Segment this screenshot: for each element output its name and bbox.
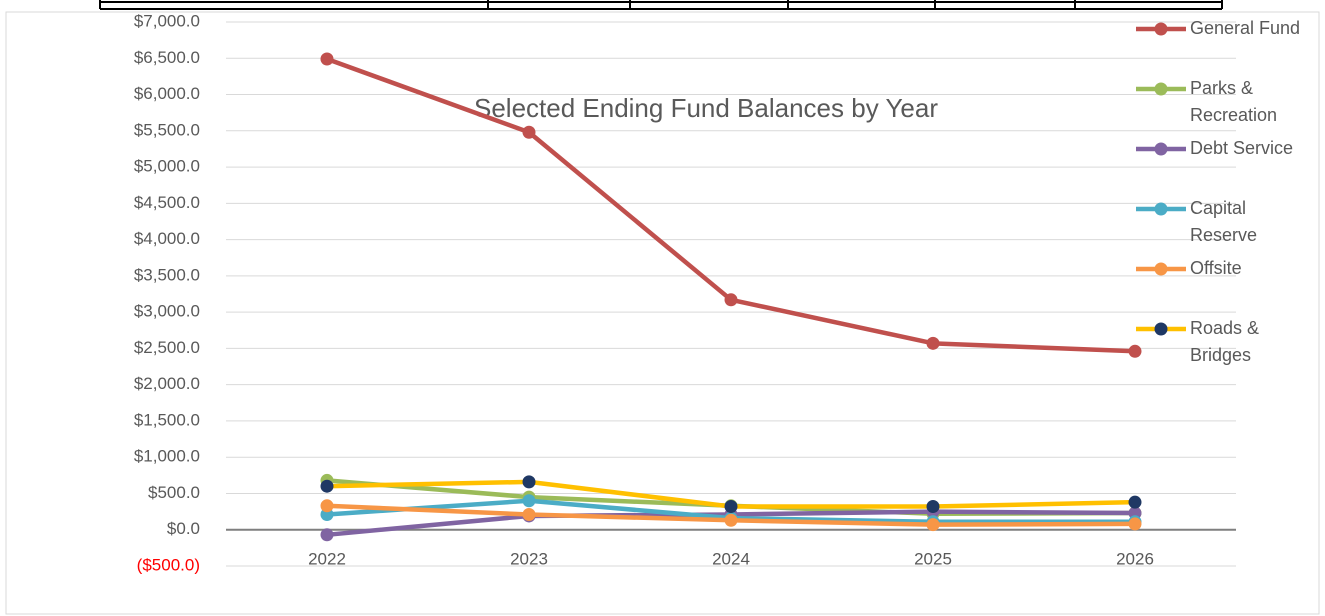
y-tick-label: $500.0: [148, 483, 200, 502]
x-tick-label: 2024: [712, 549, 750, 568]
legend-marker: [1154, 82, 1168, 96]
legend-marker: [1154, 322, 1168, 336]
x-tick-label: 2023: [510, 549, 548, 568]
data-point: [1128, 495, 1142, 509]
x-tick-label: 2026: [1116, 549, 1154, 568]
legend-marker: [1154, 262, 1168, 276]
y-tick-label: $5,500.0: [134, 120, 200, 139]
y-tick-label: $6,500.0: [134, 48, 200, 67]
data-point: [320, 479, 334, 493]
y-tick-label: $2,500.0: [134, 338, 200, 357]
y-tick-label: $7,000.0: [134, 11, 200, 30]
data-point: [320, 528, 334, 542]
legend-label: Roads & Bridges: [1190, 318, 1260, 365]
y-tick-label: $2,000.0: [134, 374, 200, 393]
legend-marker: [1154, 202, 1168, 216]
y-tick-label: $3,500.0: [134, 265, 200, 284]
x-tick-label: 2025: [914, 549, 952, 568]
legend-label: General Fund: [1190, 18, 1301, 38]
data-point: [522, 508, 536, 522]
data-point: [1128, 517, 1142, 531]
y-tick-label: ($500.0): [137, 555, 200, 574]
y-tick-label: $5,000.0: [134, 157, 200, 176]
data-point: [522, 125, 536, 139]
table-strip: [99, 0, 1223, 10]
data-point: [926, 500, 940, 514]
data-point: [320, 52, 334, 66]
data-point: [724, 513, 738, 527]
y-tick-label: $4,000.0: [134, 229, 200, 248]
y-tick-label: $4,500.0: [134, 193, 200, 212]
y-tick-label: $3,000.0: [134, 302, 200, 321]
data-point: [522, 494, 536, 508]
y-tick-label: $1,000.0: [134, 447, 200, 466]
data-point: [724, 500, 738, 514]
y-tick-label: $6,000.0: [134, 84, 200, 103]
legend-label: Parks & Recreation: [1190, 78, 1278, 125]
data-point: [522, 475, 536, 489]
x-tick-label: 2022: [308, 549, 346, 568]
data-point: [1128, 344, 1142, 358]
data-point: [724, 293, 738, 307]
chart-border: [5, 11, 1320, 615]
legend-label: Capital Reserve: [1190, 198, 1258, 245]
data-point: [926, 336, 940, 350]
legend-marker: [1154, 142, 1168, 156]
legend-label: Debt Service: [1190, 138, 1294, 158]
data-point: [320, 499, 334, 513]
y-tick-label: $1,500.0: [134, 410, 200, 429]
legend-marker: [1154, 22, 1168, 36]
data-point: [926, 518, 940, 532]
y-tick-label: $0.0: [167, 519, 200, 538]
chart-title: Selected Ending Fund Balances by Year: [474, 93, 938, 123]
legend-label: Offsite: [1190, 258, 1242, 278]
